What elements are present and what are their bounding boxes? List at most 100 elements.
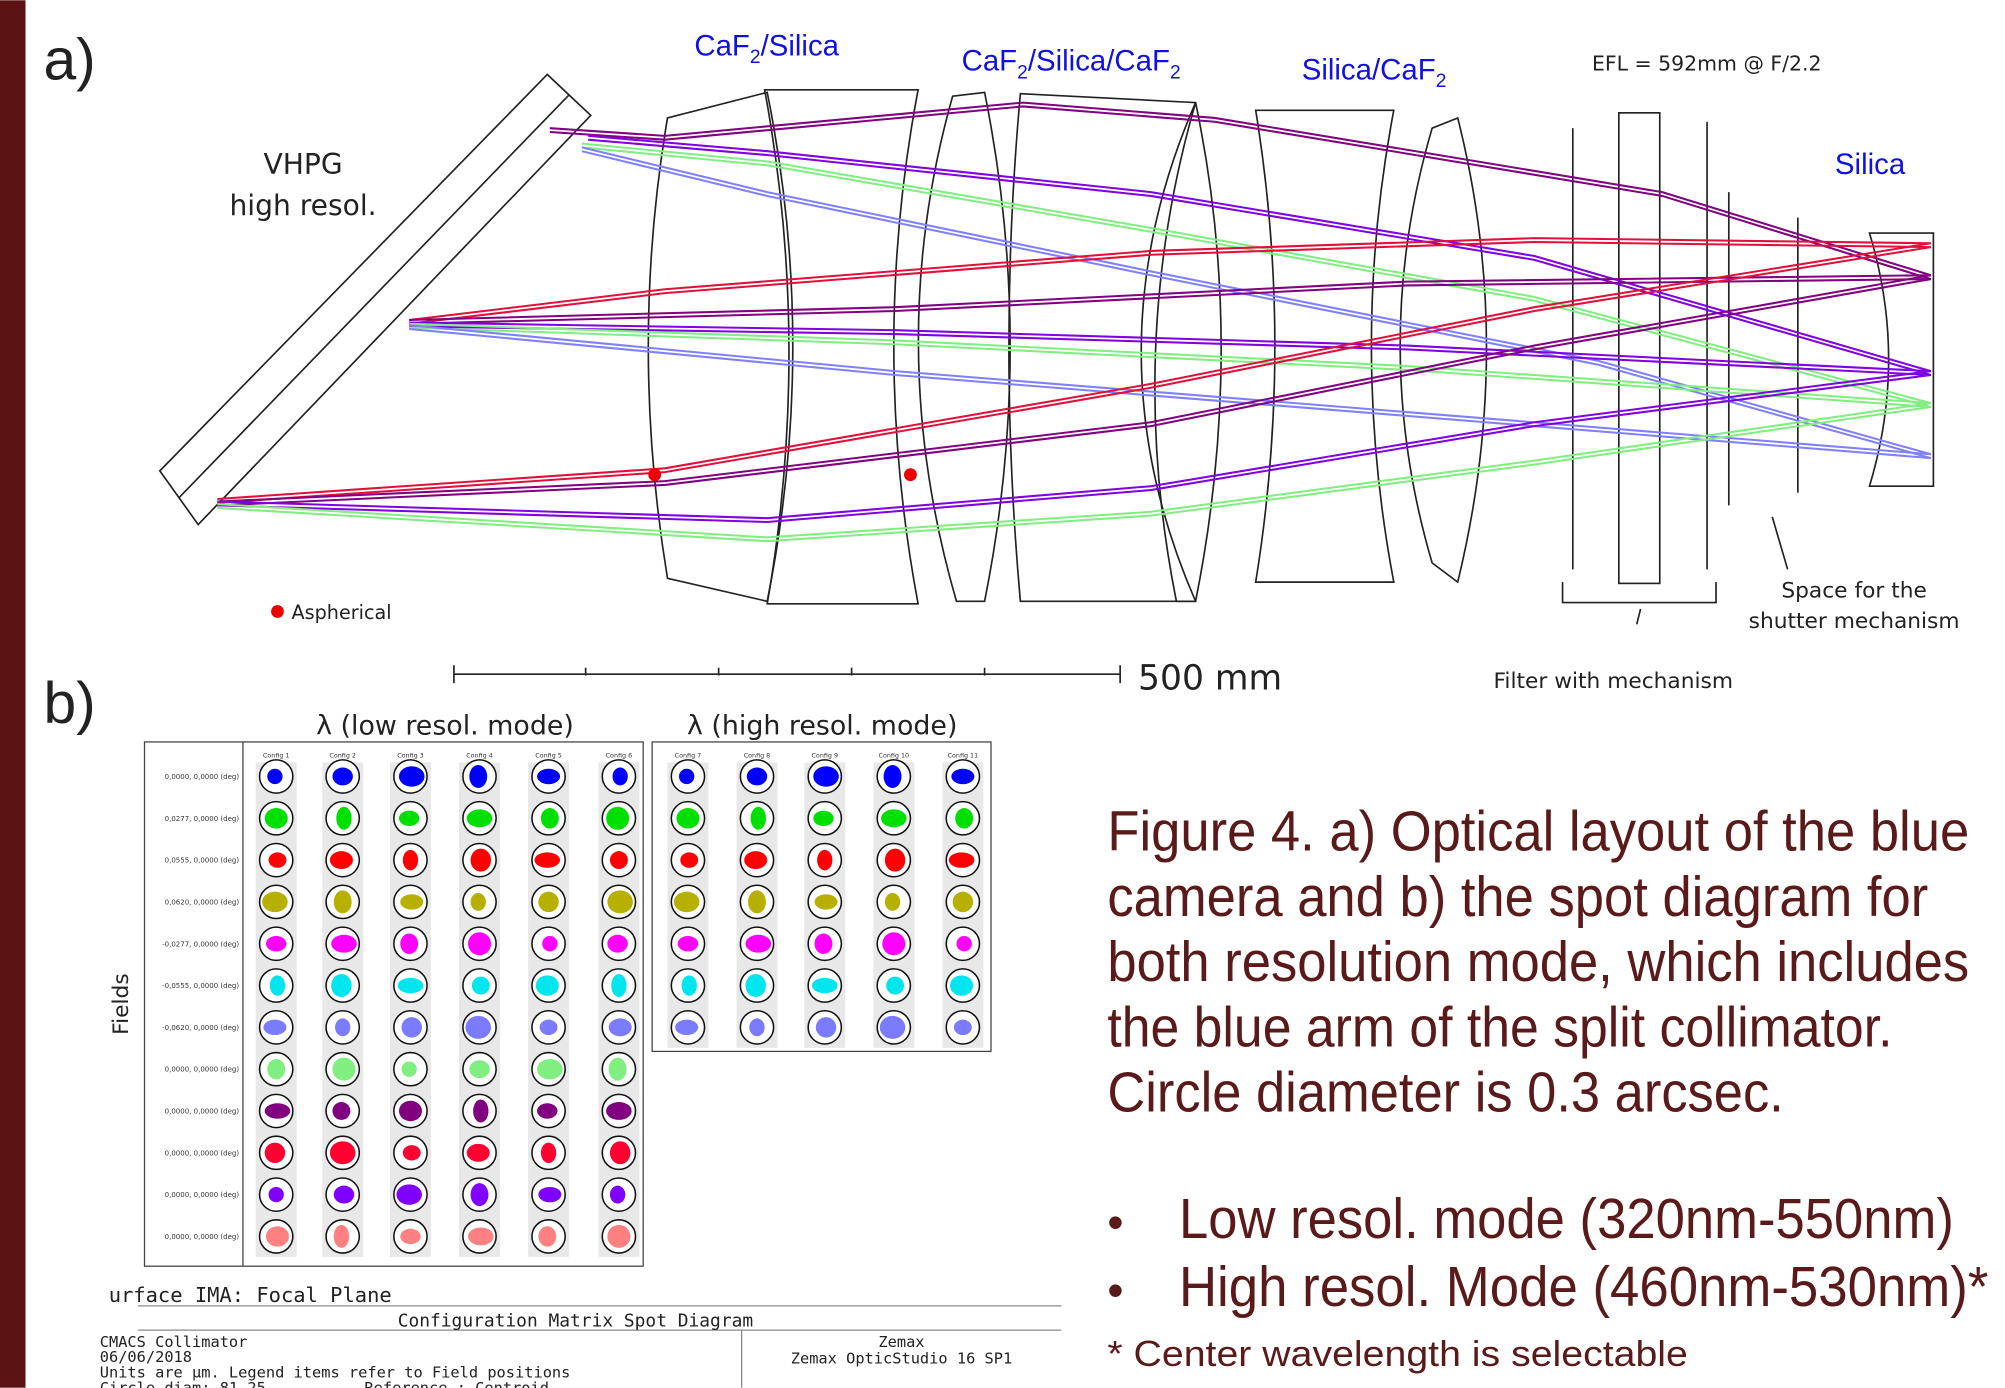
spot: [334, 1225, 349, 1248]
spot: [267, 1059, 285, 1079]
grating-label: high resol.: [229, 189, 376, 222]
spot: [609, 1058, 627, 1081]
field-label: 0,0000, 0,0000 (deg): [165, 772, 240, 781]
legend-marker: [271, 605, 284, 618]
spot: [745, 935, 771, 953]
spot: [881, 809, 907, 827]
caption-line: Figure 4. a) Optical layout of the blue: [1107, 800, 1969, 863]
field-label: 0,0000, 0,0000 (deg): [165, 1065, 240, 1074]
bullet-text: Low resol. mode (320nm-550nm): [1179, 1187, 1954, 1250]
annotation: Filter with mechanism: [1494, 669, 1733, 694]
spot: [534, 852, 560, 867]
spot: [751, 807, 766, 830]
grating-label: VHPG: [263, 148, 342, 181]
config-label: Config 11: [948, 751, 979, 759]
spot: [269, 1187, 284, 1202]
field-label: 0,0555, 0,0000 (deg): [165, 856, 240, 865]
glass-label: CaF2/Silica/CaF2: [962, 45, 1181, 84]
spot: [882, 932, 905, 955]
config-label: Config 9: [811, 751, 838, 759]
spot: [471, 1183, 489, 1206]
spot: [471, 849, 491, 872]
spot: [956, 936, 971, 951]
footnote: * Center wavelength is selectable: [1107, 1334, 1688, 1374]
spot: [679, 769, 694, 784]
panel-label: b): [43, 671, 95, 736]
spot: [332, 768, 352, 786]
spot-title: Configuration Matrix Spot Diagram: [398, 1310, 753, 1331]
glass-name: CaF: [694, 29, 750, 62]
spot: [336, 807, 351, 830]
caption-line: Circle diameter is 0.3 arcsec.: [1107, 1060, 1783, 1123]
spot: [469, 1060, 489, 1078]
group-label: λ (high resol. mode): [687, 710, 957, 741]
info-line: Circle diam: 81.25: [100, 1379, 266, 1388]
spot: [472, 977, 490, 995]
spot: [396, 1184, 422, 1204]
glass-label: Silica: [1835, 148, 1906, 181]
spot: [538, 1187, 561, 1202]
subscript: 2: [1436, 71, 1447, 92]
spot: [816, 1017, 836, 1037]
spot: [541, 1143, 556, 1163]
subscript: 2: [1170, 62, 1181, 83]
spot: [606, 807, 629, 830]
spot: [270, 975, 285, 995]
spot: [954, 1020, 972, 1035]
spot: [334, 890, 352, 913]
spot: [265, 1143, 285, 1163]
bullet-text: High resol. Mode (460nm-530nm)*: [1179, 1255, 1989, 1318]
spot: [540, 1020, 558, 1035]
field-label: -0,0277, 0,0000 (deg): [162, 939, 239, 948]
spot: [398, 978, 424, 993]
info-line: Reference : Centroid: [364, 1379, 549, 1388]
field-label: 0,0000, 0,0000 (deg): [165, 1107, 240, 1116]
left-border: [0, 0, 26, 1387]
spot: [749, 1018, 764, 1036]
spot: [813, 766, 839, 786]
config-label: Config 4: [466, 751, 493, 759]
spot: [885, 849, 905, 872]
spot: [537, 1059, 563, 1079]
surface-label: urface IMA: Focal Plane: [109, 1283, 392, 1307]
spot: [468, 1227, 494, 1245]
spot: [674, 892, 700, 912]
spot: [399, 1101, 422, 1121]
spot: [676, 808, 699, 828]
efl-label: EFL = 592mm @ F/2.2: [1592, 52, 1822, 76]
spot: [538, 1226, 556, 1246]
asphere-marker: [904, 468, 917, 481]
field-label: 0,0000, 0,0000 (deg): [165, 1190, 240, 1199]
config-label: Config 7: [675, 751, 702, 759]
spot: [607, 890, 633, 913]
spot: [541, 808, 559, 828]
spot: [680, 852, 698, 867]
spot: [266, 1226, 289, 1246]
spot: [537, 769, 560, 784]
field-label: -0,0555, 0,0000 (deg): [162, 981, 239, 990]
spot: [610, 1141, 630, 1164]
spot: [953, 892, 973, 912]
spot: [469, 765, 487, 788]
spot: [950, 975, 973, 995]
spot: [334, 1186, 354, 1204]
field-label: 0,0277, 0,0000 (deg): [165, 814, 240, 823]
spot: [611, 974, 626, 997]
config-label: Config 3: [397, 751, 424, 759]
spot: [817, 850, 832, 870]
group-label: λ (low resol. mode): [316, 710, 574, 741]
glass-name: /Silica: [761, 29, 840, 62]
bullet: •: [1107, 1196, 1123, 1248]
asphere-marker: [648, 468, 661, 481]
subscript: 2: [1017, 62, 1028, 83]
spot: [813, 811, 833, 826]
figure-slide: λ (low resol. mode) λ (high resol. mode) C…: [0, 0, 2005, 1388]
spot: [402, 1017, 422, 1037]
annotation: Space for the: [1781, 578, 1927, 603]
spot: [542, 936, 557, 951]
config-label: Config 6: [606, 751, 633, 759]
spot: [402, 1061, 417, 1076]
spot: [331, 935, 357, 953]
spot: [400, 934, 418, 954]
spot: [815, 894, 838, 909]
